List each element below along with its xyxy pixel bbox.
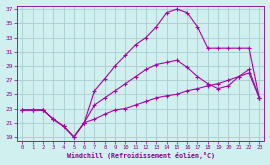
X-axis label: Windchill (Refroidissement éolien,°C): Windchill (Refroidissement éolien,°C): [67, 152, 215, 159]
